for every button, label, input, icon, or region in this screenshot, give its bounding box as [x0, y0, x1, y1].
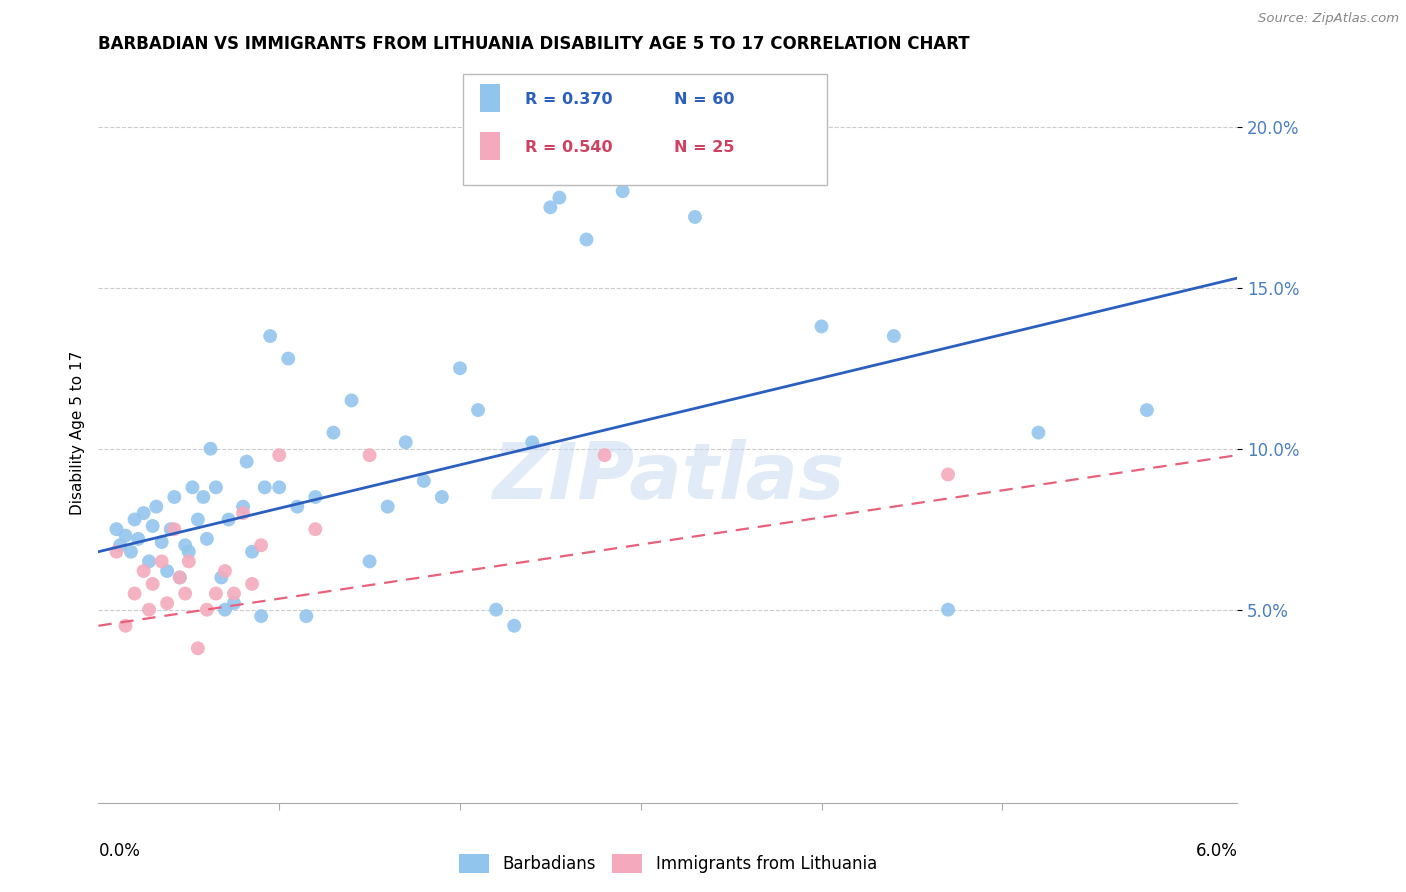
Bar [479, 132, 501, 161]
Point [177, 554, 200, 568]
Point [259, 329, 281, 343]
Point [181, 480, 204, 494]
Point [612, 184, 634, 198]
Point [193, 490, 215, 504]
Point [304, 522, 326, 536]
Bar [463, 73, 827, 185]
Point [430, 490, 453, 504]
Point [163, 522, 186, 536]
Point [253, 480, 276, 494]
Y-axis label: Disability Age 5 to 17: Disability Age 5 to 17 [69, 351, 84, 515]
Point [138, 554, 160, 568]
Point [377, 500, 399, 514]
Point [485, 602, 508, 616]
Point [548, 191, 571, 205]
Point [575, 232, 598, 246]
Point [120, 545, 142, 559]
Point [187, 641, 209, 656]
Point [114, 619, 136, 633]
Legend: Barbadians, Immigrants from Lithuania: Barbadians, Immigrants from Lithuania [453, 847, 883, 880]
Text: R = 0.370: R = 0.370 [526, 92, 613, 107]
Point [359, 448, 381, 462]
Point [522, 435, 544, 450]
Point [214, 564, 236, 578]
Text: 0.0%: 0.0% [98, 842, 141, 860]
Point [449, 361, 471, 376]
Text: ZIPatlas: ZIPatlas [492, 439, 844, 515]
Point [177, 545, 200, 559]
Point [187, 512, 209, 526]
Point [467, 403, 489, 417]
Point [163, 490, 186, 504]
Point [232, 500, 254, 514]
Point [200, 442, 222, 456]
Point [132, 506, 155, 520]
Point [222, 596, 245, 610]
Point [214, 602, 236, 616]
Point [304, 490, 326, 504]
Point [108, 538, 131, 552]
Point [240, 545, 263, 559]
Point [114, 528, 136, 542]
Point [105, 522, 128, 536]
Point [159, 522, 181, 536]
Point [218, 512, 240, 526]
Text: N = 25: N = 25 [673, 140, 734, 155]
Point [1028, 425, 1050, 440]
Point [145, 500, 167, 514]
Point [395, 435, 418, 450]
Text: R = 0.540: R = 0.540 [526, 140, 613, 155]
Point [150, 554, 173, 568]
Point [174, 586, 197, 600]
Point [174, 538, 197, 552]
Point [883, 329, 905, 343]
Point [683, 210, 706, 224]
Point [285, 500, 308, 514]
Point [156, 564, 179, 578]
Point [138, 602, 160, 616]
Point [205, 480, 228, 494]
Point [232, 506, 254, 520]
Point [412, 474, 434, 488]
Text: Source: ZipAtlas.com: Source: ZipAtlas.com [1258, 12, 1399, 25]
Point [209, 570, 232, 584]
Point [156, 596, 179, 610]
Point [322, 425, 344, 440]
Point [205, 586, 228, 600]
Point [810, 319, 832, 334]
Point [124, 586, 146, 600]
Point [195, 602, 218, 616]
Point [235, 454, 257, 468]
Point [503, 619, 526, 633]
Point [105, 545, 128, 559]
Point [127, 532, 149, 546]
Point [169, 570, 191, 584]
Point [124, 512, 146, 526]
Point [936, 467, 959, 482]
Point [142, 577, 165, 591]
Point [277, 351, 299, 366]
Point [250, 609, 273, 624]
Point [195, 532, 218, 546]
Point [169, 570, 191, 584]
Point [240, 577, 263, 591]
Text: BARBADIAN VS IMMIGRANTS FROM LITHUANIA DISABILITY AGE 5 TO 17 CORRELATION CHART: BARBADIAN VS IMMIGRANTS FROM LITHUANIA D… [98, 35, 970, 53]
Point [538, 200, 561, 214]
Bar [479, 84, 501, 112]
Point [132, 564, 155, 578]
Point [222, 586, 245, 600]
Point [1136, 403, 1159, 417]
Point [250, 538, 273, 552]
Point [150, 535, 173, 549]
Text: N = 60: N = 60 [673, 92, 734, 107]
Point [269, 480, 291, 494]
Point [340, 393, 363, 408]
Point [295, 609, 318, 624]
Point [593, 448, 616, 462]
Point [269, 448, 291, 462]
Text: 6.0%: 6.0% [1195, 842, 1237, 860]
Point [142, 519, 165, 533]
Point [936, 602, 959, 616]
Point [359, 554, 381, 568]
